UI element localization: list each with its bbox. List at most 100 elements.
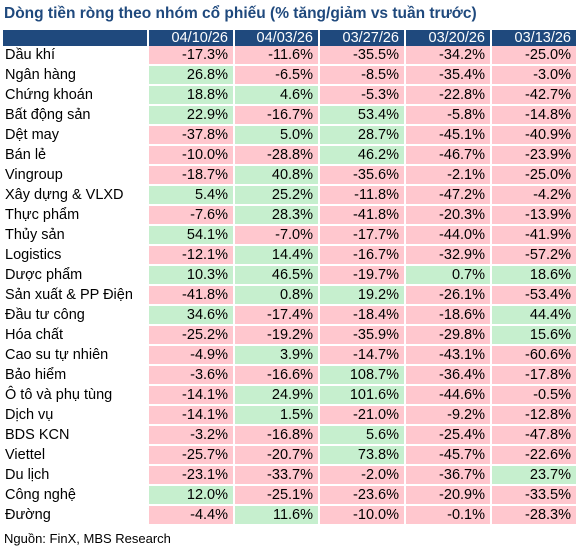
flow-change-cell: -26.1% xyxy=(405,285,492,306)
flow-change-cell: -32.9% xyxy=(405,245,492,266)
sector-name: Bán lẻ xyxy=(3,145,149,166)
flow-change-cell: 34.6% xyxy=(148,305,235,326)
flow-change-cell: -37.8% xyxy=(148,125,235,146)
flow-change-cell: -17.3% xyxy=(148,46,235,66)
sector-name: BDS KCN xyxy=(3,425,149,446)
sector-name: Cao su tự nhiên xyxy=(3,345,149,366)
flow-change-cell: -44.0% xyxy=(405,225,492,246)
table-row: Sản xuất & PP Điện -41.8% 0.8% 19.2% -26.1% -… xyxy=(3,285,578,306)
flow-change-cell: -35.9% xyxy=(319,325,406,346)
flow-change-cell: -22.8% xyxy=(405,85,492,106)
flow-change-cell: -35.5% xyxy=(319,46,406,66)
flow-change-cell: 40.8% xyxy=(234,165,320,186)
flow-change-cell: -14.7% xyxy=(319,345,406,366)
flow-change-cell: -43.1% xyxy=(405,345,492,366)
flow-change-cell: -46.7% xyxy=(405,145,492,166)
flow-change-cell: -36.4% xyxy=(405,365,492,386)
flow-change-cell: -18.7% xyxy=(148,165,235,186)
sector-name: Dầu khí xyxy=(3,46,149,66)
flow-change-cell: -40.9% xyxy=(491,125,578,146)
flow-change-cell: -5.3% xyxy=(319,85,406,106)
sector-name: Sản xuất & PP Điện xyxy=(3,285,149,306)
table-row: Ngân hàng 26.8% -6.5% -8.5% -35.4% -3.0% xyxy=(3,65,578,86)
flow-change-cell: 44.4% xyxy=(491,305,578,326)
money-flow-table: 04/10/26 04/03/26 03/27/26 03/20/26 03/1… xyxy=(3,30,578,526)
header-corner xyxy=(3,30,149,46)
flow-change-cell: -25.4% xyxy=(405,425,492,446)
flow-change-cell: -4.4% xyxy=(148,505,235,526)
table-row: Bán lẻ -10.0% -28.8% 46.2% -46.7% -23.9% xyxy=(3,145,578,166)
flow-change-cell: -3.2% xyxy=(148,425,235,446)
table-row: BDS KCN -3.2% -16.8% 5.6% -25.4% -47.8% xyxy=(3,425,578,446)
flow-change-cell: 28.7% xyxy=(319,125,406,146)
flow-change-cell: 24.9% xyxy=(234,385,320,406)
sector-name: Đường xyxy=(3,505,149,526)
sector-name: Thực phẩm xyxy=(3,205,149,226)
table-row: Viettel -25.7% -20.7% 73.8% -45.7% -22.6% xyxy=(3,445,578,466)
flow-change-cell: -4.9% xyxy=(148,345,235,366)
flow-change-cell: 19.2% xyxy=(319,285,406,306)
table-row: Đầu tư công 34.6% -17.4% -18.4% -18.6% 44.4% xyxy=(3,305,578,326)
sector-name: Hóa chất xyxy=(3,325,149,346)
flow-change-cell: -34.2% xyxy=(405,46,492,66)
flow-change-cell: 53.4% xyxy=(319,105,406,126)
flow-change-cell: 3.9% xyxy=(234,345,320,366)
flow-change-cell: -16.7% xyxy=(319,245,406,266)
flow-change-cell: 5.0% xyxy=(234,125,320,146)
flow-change-cell: -44.6% xyxy=(405,385,492,406)
flow-change-cell: -2.0% xyxy=(319,465,406,486)
table-row: Bảo hiểm -3.6% -16.6% 108.7% -36.4% -17.8% xyxy=(3,365,578,386)
flow-change-cell: 23.7% xyxy=(491,465,578,486)
flow-change-cell: -12.8% xyxy=(491,405,578,426)
flow-change-cell: 12.0% xyxy=(148,485,235,506)
sector-name: Bảo hiểm xyxy=(3,365,149,386)
flow-change-cell: -57.2% xyxy=(491,245,578,266)
flow-change-cell: -19.7% xyxy=(319,265,406,286)
sector-name: Bất động sản xyxy=(3,105,149,126)
flow-change-cell: 0.8% xyxy=(234,285,320,306)
flow-change-cell: -2.1% xyxy=(405,165,492,186)
column-header: 03/20/26 xyxy=(405,30,492,46)
flow-change-cell: -53.4% xyxy=(491,285,578,306)
flow-change-cell: -25.0% xyxy=(491,46,578,66)
table-row: Dược phẩm 10.3% 46.5% -19.7% 0.7% 18.6% xyxy=(3,265,578,286)
table-row: Bất động sản 22.9% -16.7% 53.4% -5.8% -14.8% xyxy=(3,105,578,126)
flow-change-cell: 22.9% xyxy=(148,105,235,126)
flow-change-cell: -28.3% xyxy=(491,505,578,526)
flow-change-cell: -36.7% xyxy=(405,465,492,486)
sector-name: Thủy sản xyxy=(3,225,149,246)
sector-name: Dược phẩm xyxy=(3,265,149,286)
flow-change-cell: -0.5% xyxy=(491,385,578,406)
flow-change-cell: -29.8% xyxy=(405,325,492,346)
flow-change-cell: -17.7% xyxy=(319,225,406,246)
flow-change-cell: -11.8% xyxy=(319,185,406,206)
flow-change-cell: -7.6% xyxy=(148,205,235,226)
flow-change-cell: -16.7% xyxy=(234,105,320,126)
sector-name: Logistics xyxy=(3,245,149,266)
flow-change-cell: -25.7% xyxy=(148,445,235,466)
flow-change-cell: -23.9% xyxy=(491,145,578,166)
flow-change-cell: -41.8% xyxy=(319,205,406,226)
table-row: Xây dựng & VLXD 5.4% 25.2% -11.8% -47.2% -4.2… xyxy=(3,185,578,206)
flow-change-cell: -60.6% xyxy=(491,345,578,366)
column-header: 04/10/26 xyxy=(148,30,235,46)
sector-name: Dệt may xyxy=(3,125,149,146)
flow-change-cell: 4.6% xyxy=(234,85,320,106)
sector-name: Du lịch xyxy=(3,465,149,486)
column-header: 04/03/26 xyxy=(234,30,320,46)
flow-change-cell: 5.4% xyxy=(148,185,235,206)
sector-name: Xây dựng & VLXD xyxy=(3,185,149,206)
flow-change-cell: -14.1% xyxy=(148,385,235,406)
sector-name: Công nghệ xyxy=(3,485,149,506)
table-row: Dệt may -37.8% 5.0% 28.7% -45.1% -40.9% xyxy=(3,125,578,146)
flow-change-cell: 5.6% xyxy=(319,425,406,446)
flow-change-cell: -23.1% xyxy=(148,465,235,486)
table-row: Cao su tự nhiên -4.9% 3.9% -14.7% -43.1% -60.… xyxy=(3,345,578,366)
flow-change-cell: -14.1% xyxy=(148,405,235,426)
table-row: Dịch vụ -14.1% 1.5% -21.0% -9.2% -12.8% xyxy=(3,405,578,426)
table-row: Dầu khí -17.3% -11.6% -35.5% -34.2% -25.0% xyxy=(3,46,578,66)
flow-change-cell: -18.4% xyxy=(319,305,406,326)
column-header: 03/27/26 xyxy=(319,30,406,46)
flow-change-cell: 108.7% xyxy=(319,365,406,386)
sector-name: Vingroup xyxy=(3,165,149,186)
